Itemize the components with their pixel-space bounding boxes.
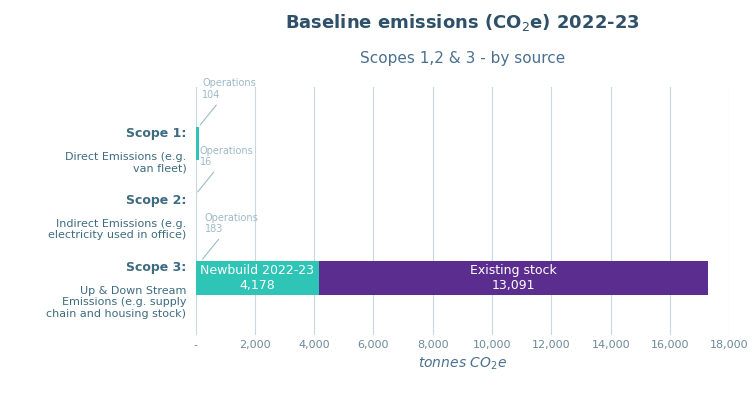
- Text: Direct Emissions (e.g.
van fleet): Direct Emissions (e.g. van fleet): [65, 152, 186, 173]
- Text: Up & Down Stream
Emissions (e.g. supply
chain and housing stock): Up & Down Stream Emissions (e.g. supply …: [47, 286, 186, 319]
- Text: Indirect Emissions (e.g.
electricity used in office): Indirect Emissions (e.g. electricity use…: [48, 219, 186, 240]
- Bar: [196, 127, 199, 160]
- Text: Scopes 1,2 & 3 - by source: Scopes 1,2 & 3 - by source: [360, 51, 565, 66]
- Text: Operations
104: Operations 104: [200, 78, 256, 125]
- X-axis label: tonnes CO$_2$e: tonnes CO$_2$e: [418, 355, 507, 372]
- Text: Operations
183: Operations 183: [203, 213, 258, 259]
- Text: Operations
16: Operations 16: [198, 146, 253, 192]
- Text: Existing stock
13,091: Existing stock 13,091: [470, 264, 557, 292]
- Text: Scope 1:: Scope 1:: [126, 127, 186, 140]
- Text: Baseline emissions (CO$_2$e) 2022-23: Baseline emissions (CO$_2$e) 2022-23: [285, 12, 640, 33]
- Bar: [320, 261, 708, 295]
- Bar: [196, 261, 320, 295]
- Text: Scope 2:: Scope 2:: [126, 194, 186, 207]
- Text: Scope 3:: Scope 3:: [126, 261, 186, 274]
- Text: Newbuild 2022-23
4,178: Newbuild 2022-23 4,178: [201, 264, 314, 292]
